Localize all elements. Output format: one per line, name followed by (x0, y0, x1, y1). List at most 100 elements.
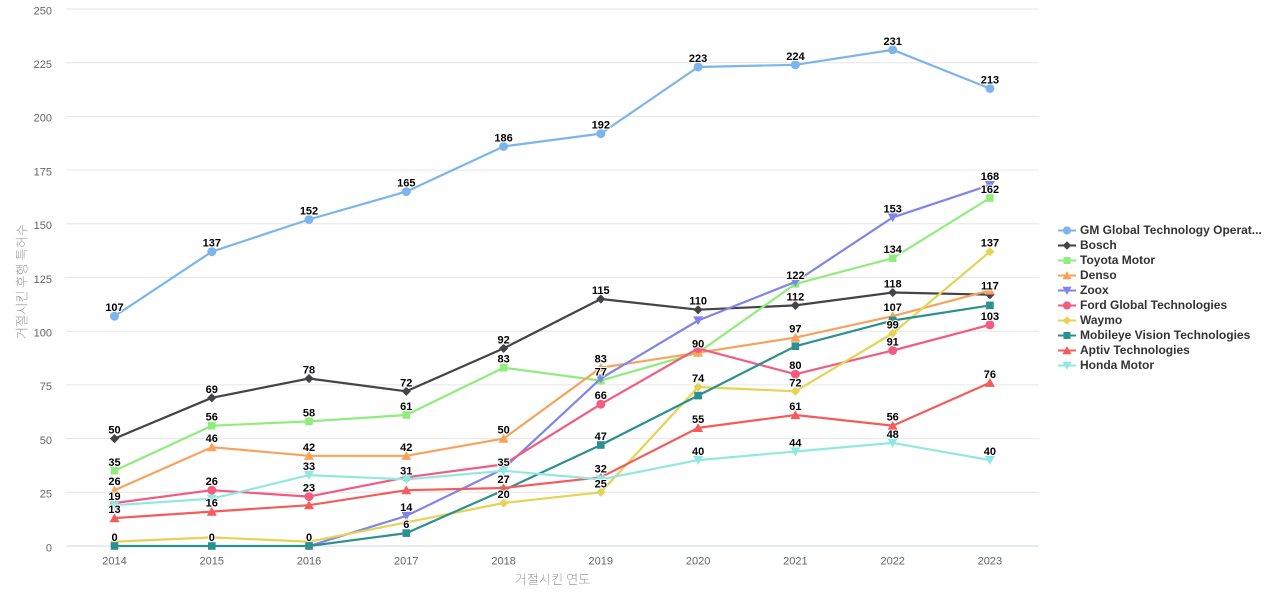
svg-text:107: 107 (105, 302, 123, 314)
svg-text:26: 26 (206, 476, 218, 488)
svg-text:72: 72 (400, 377, 412, 389)
svg-text:Zoox: Zoox (1080, 283, 1109, 297)
svg-text:56: 56 (887, 412, 899, 424)
svg-text:44: 44 (789, 438, 802, 450)
svg-text:0: 0 (46, 542, 52, 554)
svg-text:115: 115 (592, 285, 610, 297)
svg-text:117: 117 (981, 281, 999, 293)
svg-text:50: 50 (108, 425, 120, 437)
svg-text:74: 74 (692, 373, 705, 385)
svg-text:72: 72 (789, 377, 801, 389)
svg-text:2020: 2020 (686, 556, 710, 568)
svg-text:20: 20 (497, 489, 509, 501)
svg-text:Denso: Denso (1080, 268, 1117, 282)
svg-text:Mobileye Vision Technologies: Mobileye Vision Technologies (1080, 328, 1251, 342)
svg-text:Aptiv Technologies: Aptiv Technologies (1080, 343, 1190, 357)
svg-text:78: 78 (303, 365, 315, 377)
svg-text:83: 83 (497, 354, 509, 366)
svg-text:2018: 2018 (491, 556, 515, 568)
svg-text:56: 56 (206, 412, 218, 424)
svg-text:66: 66 (595, 390, 607, 402)
svg-text:2019: 2019 (589, 556, 613, 568)
svg-text:80: 80 (789, 360, 801, 372)
svg-text:Ford Global Technologies: Ford Global Technologies (1080, 298, 1227, 312)
svg-text:110: 110 (689, 296, 707, 308)
svg-text:175: 175 (34, 166, 52, 178)
svg-text:97: 97 (789, 324, 801, 336)
svg-text:25: 25 (40, 489, 52, 501)
svg-text:231: 231 (884, 36, 902, 48)
svg-text:83: 83 (595, 354, 607, 366)
svg-text:2014: 2014 (102, 556, 126, 568)
svg-text:2022: 2022 (880, 556, 904, 568)
svg-text:61: 61 (400, 401, 412, 413)
svg-text:32: 32 (595, 463, 607, 475)
svg-text:165: 165 (397, 178, 415, 190)
svg-text:27: 27 (497, 474, 509, 486)
svg-text:50: 50 (40, 435, 52, 447)
svg-text:42: 42 (400, 442, 412, 454)
svg-text:122: 122 (786, 270, 804, 282)
svg-text:23: 23 (303, 483, 315, 495)
svg-text:225: 225 (34, 59, 52, 71)
svg-text:186: 186 (494, 133, 512, 145)
svg-text:Bosch: Bosch (1080, 238, 1117, 252)
svg-text:0: 0 (209, 532, 215, 544)
svg-text:90: 90 (692, 339, 704, 351)
svg-text:134: 134 (884, 244, 903, 256)
svg-text:125: 125 (34, 274, 52, 286)
svg-text:26: 26 (108, 476, 120, 488)
svg-text:35: 35 (108, 457, 120, 469)
svg-text:50: 50 (497, 425, 509, 437)
svg-text:35: 35 (497, 457, 509, 469)
svg-text:137: 137 (981, 238, 999, 250)
svg-text:0: 0 (306, 532, 312, 544)
svg-text:31: 31 (400, 465, 412, 477)
svg-text:33: 33 (303, 461, 315, 473)
svg-text:137: 137 (203, 238, 221, 250)
svg-text:47: 47 (595, 431, 607, 443)
svg-text:Toyota Motor: Toyota Motor (1080, 253, 1155, 267)
svg-text:91: 91 (887, 337, 899, 349)
svg-text:118: 118 (884, 279, 902, 291)
svg-text:153: 153 (884, 203, 902, 215)
svg-text:58: 58 (303, 407, 315, 419)
svg-text:77: 77 (595, 367, 607, 379)
svg-text:69: 69 (206, 384, 218, 396)
svg-text:213: 213 (981, 75, 999, 87)
svg-text:223: 223 (689, 53, 707, 65)
svg-text:75: 75 (40, 381, 52, 393)
svg-text:2017: 2017 (394, 556, 418, 568)
svg-text:224: 224 (786, 51, 805, 63)
svg-text:0: 0 (111, 532, 117, 544)
svg-text:150: 150 (34, 220, 52, 232)
svg-text:192: 192 (592, 120, 610, 132)
svg-text:107: 107 (884, 302, 902, 314)
svg-text:152: 152 (300, 206, 318, 218)
svg-text:2023: 2023 (978, 556, 1002, 568)
svg-text:14: 14 (400, 502, 413, 514)
svg-text:25: 25 (595, 478, 607, 490)
svg-text:200: 200 (34, 113, 52, 125)
svg-text:Honda Motor: Honda Motor (1080, 358, 1154, 372)
svg-text:46: 46 (206, 433, 218, 445)
svg-text:6: 6 (403, 519, 409, 531)
svg-text:16: 16 (206, 498, 218, 510)
svg-text:2016: 2016 (297, 556, 321, 568)
svg-text:103: 103 (981, 311, 999, 323)
svg-text:76: 76 (984, 369, 996, 381)
svg-text:162: 162 (981, 184, 999, 196)
svg-text:55: 55 (692, 414, 704, 426)
svg-text:13: 13 (108, 504, 120, 516)
svg-text:40: 40 (692, 446, 704, 458)
svg-text:250: 250 (34, 5, 52, 17)
svg-text:40: 40 (984, 446, 996, 458)
svg-text:48: 48 (887, 429, 899, 441)
svg-text:61: 61 (789, 401, 801, 413)
svg-text:92: 92 (497, 334, 509, 346)
svg-text:2015: 2015 (200, 556, 224, 568)
svg-text:19: 19 (108, 491, 120, 503)
svg-text:42: 42 (303, 442, 315, 454)
svg-text:99: 99 (887, 319, 899, 331)
svg-text:2021: 2021 (783, 556, 807, 568)
